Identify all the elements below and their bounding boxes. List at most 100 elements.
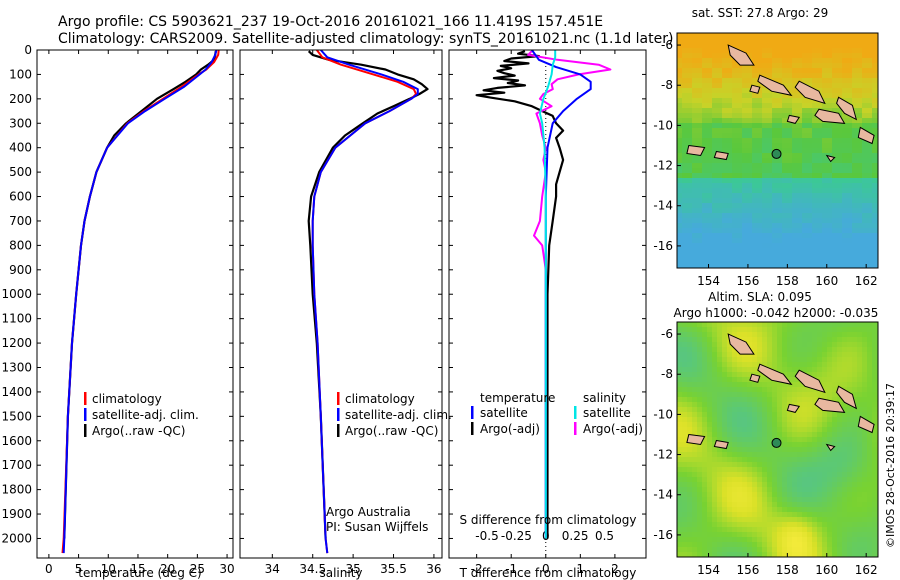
map-cell <box>847 322 853 328</box>
map-cell <box>832 482 838 488</box>
map-cell <box>682 213 688 219</box>
map-cell <box>852 347 858 353</box>
map-cell <box>697 367 703 373</box>
map-cell <box>842 552 848 557</box>
map-cell <box>737 108 743 114</box>
temperature-difference-xlabel: T difference from climatology <box>459 566 637 580</box>
map-cell <box>767 63 773 69</box>
map-cell <box>802 357 808 363</box>
map-cell <box>702 88 708 94</box>
map-cell <box>817 457 823 463</box>
map-cell <box>692 492 698 498</box>
map-cell <box>812 497 818 503</box>
map-cell <box>767 377 773 383</box>
map-cell <box>817 467 823 473</box>
x-tick-label: 0 <box>542 562 550 576</box>
map-cell <box>857 337 863 343</box>
legend-label-climatology: climatology <box>92 392 162 406</box>
map-cell <box>722 88 728 94</box>
map-cell <box>822 452 828 458</box>
map-cell <box>742 258 748 264</box>
map-cell <box>682 158 688 164</box>
map-cell <box>752 542 758 548</box>
map-cell <box>822 512 828 518</box>
map-cell <box>692 477 698 483</box>
map-cell <box>687 407 693 413</box>
map-cell <box>797 123 803 129</box>
map-cell <box>762 427 768 433</box>
map-cell <box>702 218 708 224</box>
map-cell <box>732 113 738 119</box>
map-cell <box>722 148 728 154</box>
map-cell <box>772 497 778 503</box>
map-cell <box>737 183 743 189</box>
map-cell <box>837 143 843 149</box>
map-cell <box>812 472 818 478</box>
map-cell <box>862 512 868 518</box>
map-cell <box>782 532 788 538</box>
map-cell <box>827 88 833 94</box>
map-cell <box>787 352 793 358</box>
map-cell <box>797 327 803 333</box>
map-cell <box>712 263 718 268</box>
map-cell <box>682 178 688 184</box>
map-cell <box>702 407 708 413</box>
map-cell <box>692 442 698 448</box>
map-cell <box>682 417 688 423</box>
map-cell <box>857 407 863 413</box>
map-cell <box>707 153 713 159</box>
map-cell <box>687 88 693 94</box>
map-cell <box>862 477 868 483</box>
map-cell <box>822 238 828 244</box>
map-cell <box>702 223 708 229</box>
map-cell <box>682 208 688 214</box>
map-cell <box>852 327 858 333</box>
map-cell <box>822 93 828 99</box>
map-cell <box>707 128 713 134</box>
map-cell <box>857 213 863 219</box>
map-cell <box>807 397 813 403</box>
map-cell <box>852 98 858 104</box>
map-cell <box>842 223 848 229</box>
map-cell <box>797 258 803 264</box>
map-cell <box>797 432 803 438</box>
map-cell <box>762 253 768 259</box>
map-cell <box>717 552 723 557</box>
map-cell <box>867 542 873 548</box>
map-cell <box>722 357 728 363</box>
map-cell <box>857 372 863 378</box>
map-cell <box>807 58 813 64</box>
map-cell <box>822 542 828 548</box>
map-cell <box>707 417 713 423</box>
map-cell <box>732 163 738 169</box>
map-cell <box>872 487 878 493</box>
map-cell <box>757 332 763 338</box>
map-cell <box>827 392 833 398</box>
map-cell <box>832 48 838 54</box>
map-cell <box>807 63 813 69</box>
map-cell <box>792 387 798 393</box>
map-cell <box>702 133 708 139</box>
map-cell <box>732 382 738 388</box>
map-cell <box>842 497 848 503</box>
map-cell <box>697 482 703 488</box>
legend-swatch-satellite <box>337 408 340 421</box>
map-cell <box>867 512 873 518</box>
map-cell <box>862 337 868 343</box>
map-cell <box>742 552 748 557</box>
map-cell <box>867 357 873 363</box>
map-cell <box>757 342 763 348</box>
map-cell <box>677 502 683 508</box>
map-cell <box>737 547 743 553</box>
map-cell <box>792 547 798 553</box>
map-cell <box>857 43 863 49</box>
map-cell <box>762 243 768 249</box>
map-cell <box>702 233 708 239</box>
map-cell <box>812 492 818 498</box>
map-cell <box>817 452 823 458</box>
map-cell <box>852 482 858 488</box>
map-cell <box>682 48 688 54</box>
depth-tick-label: 1200 <box>1 336 32 350</box>
legend-swatch-argo <box>337 424 340 437</box>
map-cell <box>832 33 838 39</box>
